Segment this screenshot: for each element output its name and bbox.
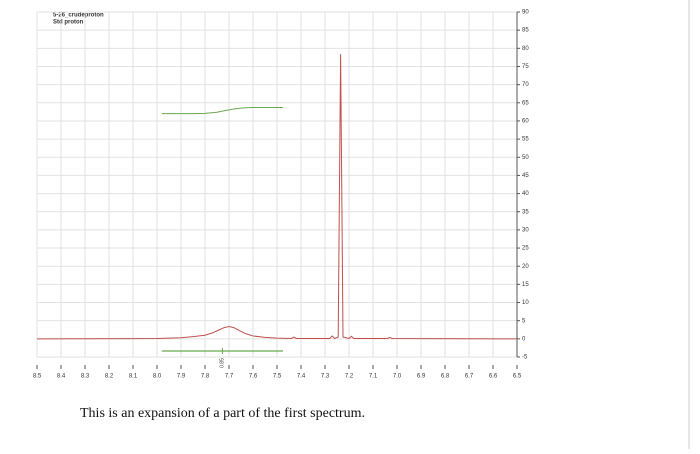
x-tick-label: 6.6 [489, 374, 498, 380]
caption: This is an expansion of a part of the fi… [80, 406, 365, 421]
y-tick-label: 70 [522, 82, 529, 88]
x-tick-label: 7.3 [321, 374, 330, 380]
x-tick-label: 8.0 [153, 374, 162, 380]
y-tick-label: 0 [522, 336, 526, 342]
x-tick-label: 8.3 [81, 374, 90, 380]
y-tick-label: 75 [522, 64, 529, 70]
y-tick-label: 45 [522, 173, 529, 179]
x-tick-label: 6.8 [441, 374, 450, 380]
x-tick-label: 7.9 [177, 374, 186, 380]
x-tick-label: 6.7 [465, 374, 474, 380]
y-tick-label: -5 [522, 355, 528, 361]
y-tick-label: 10 [522, 300, 529, 306]
x-tick-label: 8.4 [57, 374, 66, 380]
y-tick-label: 15 [522, 282, 529, 288]
x-tick-label: 7.2 [345, 374, 354, 380]
y-tick-label: 20 [522, 264, 529, 270]
y-tick-label: 80 [522, 46, 529, 52]
spectrum-label: 5-26_crudeproton [53, 13, 104, 19]
x-tick-label: 8.2 [105, 374, 114, 380]
y-tick-label: 55 [522, 137, 529, 143]
spectrum-line [161, 107, 283, 115]
y-tick-label: 40 [522, 191, 529, 197]
x-tick-label: 6.5 [513, 374, 522, 380]
x-tick-label: 8.1 [129, 374, 138, 380]
y-tick-label: 60 [522, 119, 529, 125]
x-tick-label: 7.0 [393, 374, 402, 380]
x-tick-label: 7.7 [225, 374, 234, 380]
y-tick-label: 25 [522, 246, 529, 252]
x-tick-label: 7.5 [273, 374, 282, 380]
x-tick-label: 7.4 [297, 374, 306, 380]
x-tick-label: 7.1 [369, 374, 378, 380]
x-tick-label: 7.6 [249, 374, 258, 380]
spectrum-line [36, 54, 518, 340]
y-tick-label: 65 [522, 100, 529, 106]
x-tick-label: 8.5 [33, 374, 42, 380]
x-tick-label: 7.8 [201, 374, 210, 380]
y-tick-label: 5 [522, 318, 526, 324]
y-tick-label: 85 [522, 28, 529, 34]
x-tick-label: 6.9 [417, 374, 426, 380]
y-tick-label: 50 [522, 155, 529, 161]
integral-label: 0.85 [220, 358, 226, 368]
y-tick-label: 30 [522, 227, 529, 233]
y-tick-label: 90 [522, 10, 529, 16]
spectrum-label: Std proton [53, 20, 84, 26]
y-tick-label: 35 [522, 209, 529, 215]
